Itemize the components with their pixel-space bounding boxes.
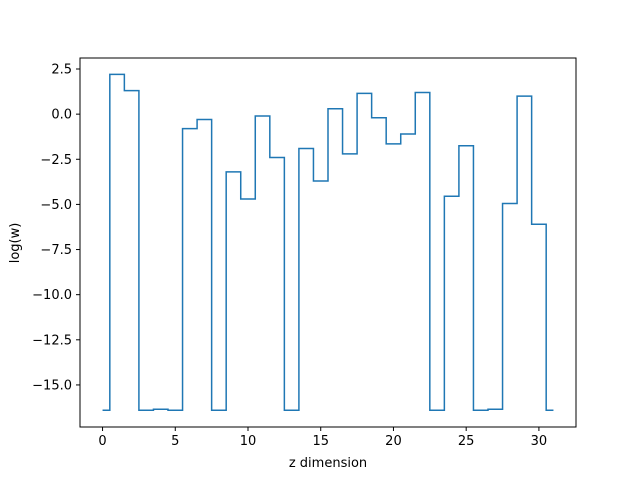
x-axis-label: z dimension	[289, 456, 367, 471]
y-tick-label: 0.0	[51, 108, 72, 123]
series-line	[102, 73, 554, 411]
x-tick-label: 0	[98, 434, 106, 449]
y-tick-label: −10.0	[32, 288, 72, 303]
y-tick-label: −5.0	[40, 198, 72, 213]
x-tick-label: 30	[531, 434, 548, 449]
axes-frame	[79, 57, 577, 428]
x-axis-ticks: 0 5 10 15 20 25 30	[98, 427, 547, 449]
y-tick-label: −12.5	[32, 333, 72, 348]
x-tick-label: 5	[171, 434, 179, 449]
y-tick-label: −15.0	[32, 378, 72, 393]
y-tick-label: −7.5	[40, 243, 72, 258]
y-axis-ticks: 2.5 0.0 −2.5 −5.0 −7.5 −10.0 −12.5 −15.0	[32, 63, 80, 393]
y-tick-label: 2.5	[51, 63, 72, 78]
x-tick-label: 20	[385, 434, 402, 449]
x-tick-label: 15	[312, 434, 329, 449]
y-tick-label: −2.5	[40, 153, 72, 168]
plot-area	[102, 73, 554, 411]
x-tick-label: 10	[240, 434, 257, 449]
x-tick-label: 25	[458, 434, 475, 449]
y-axis-label: log(w)	[8, 223, 23, 264]
